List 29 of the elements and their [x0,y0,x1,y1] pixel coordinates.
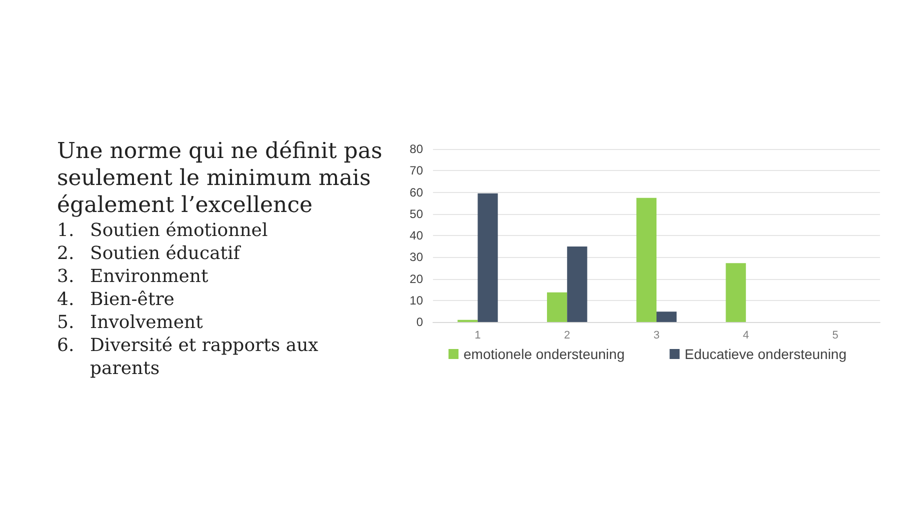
y-tick-label: 40 [410,228,424,242]
bar [636,198,656,322]
x-tick-label: 4 [742,330,749,342]
y-tick-label: 50 [410,206,424,221]
text: 3. Environment [57,265,210,288]
x-tick-label: 5 [832,330,838,342]
bar [567,246,588,322]
y-tick-label: 0 [416,315,424,329]
bar [656,312,677,322]
text: 6. Diversité et rapports aux parents [57,334,320,380]
text: 4. Bien-être [57,288,176,311]
text: Une norme qui ne définit pas seulement le minimum mais également l’excellence [57,138,384,219]
bar [546,292,568,322]
text: 5. Involvement [57,311,204,334]
y-tick-label: 60 [410,185,424,200]
text: 1. Soutien émotionnel [57,219,269,242]
x-tick-label: 1 [474,330,481,342]
y-tick-label: 30 [410,250,424,264]
y-tick-label: 20 [410,272,424,286]
text: 2. Soutien éducatif [57,242,242,265]
y-tick-label: 80 [410,142,424,156]
bar [726,263,746,322]
y-tick-label: 70 [410,164,424,178]
y-tick-label: 10 [410,293,424,308]
x-tick-label: 2 [564,330,570,342]
x-tick-label: 3 [653,330,660,342]
legend-label: Educatieve ondersteuning [684,346,847,362]
bar [478,193,498,322]
legend-label: emotionele ondersteuning [463,346,625,362]
